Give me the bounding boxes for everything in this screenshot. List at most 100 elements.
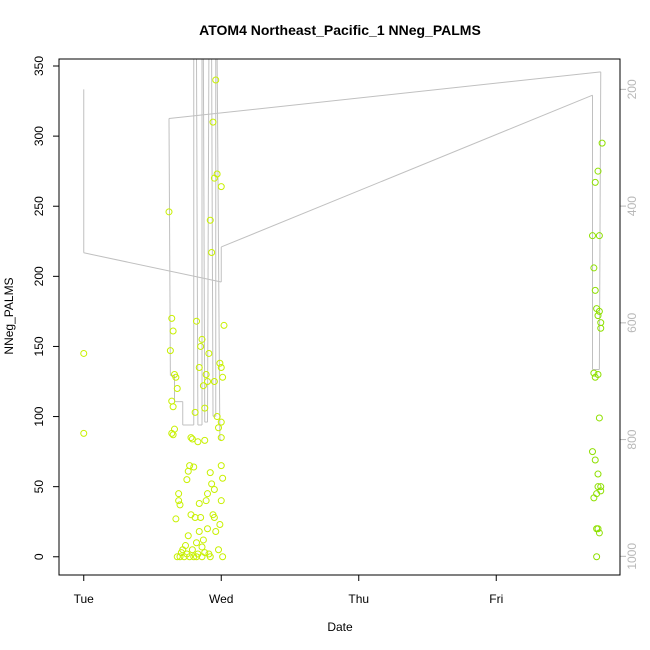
x-axis-label: Date (327, 620, 353, 634)
data-point (175, 497, 183, 505)
data-point (219, 474, 227, 482)
data-point (208, 249, 216, 256)
data-point (208, 480, 216, 488)
depth-segment (202, 58, 206, 423)
data-point (195, 363, 203, 371)
data-point (201, 436, 209, 444)
data-point (209, 118, 217, 126)
data-point (593, 525, 601, 533)
right-tick-label: 400 (625, 196, 639, 216)
depth-segment (207, 58, 210, 423)
data-point (220, 321, 228, 329)
data-point (204, 525, 211, 533)
x-tick-label: Tue (74, 592, 95, 606)
data-point (173, 553, 181, 561)
data-point (202, 370, 210, 378)
y-axis-label: NNeg_PALMS (2, 277, 16, 354)
y-tick-label: 50 (32, 480, 46, 494)
data-point (206, 469, 214, 477)
y-tick-label: 200 (32, 266, 46, 286)
data-point (595, 414, 603, 422)
data-point (217, 497, 225, 505)
data-point (595, 232, 603, 240)
data-point (195, 499, 203, 507)
data-point (591, 286, 599, 294)
data-point (589, 448, 596, 456)
right-tick-label: 600 (625, 313, 639, 333)
data-point (173, 385, 181, 393)
data-point (213, 413, 221, 421)
data-point (168, 314, 176, 322)
data-point (594, 470, 602, 478)
data-point (591, 178, 599, 186)
data-point (217, 363, 225, 371)
data-point (175, 490, 183, 498)
plot-frame (58, 58, 621, 576)
data-point (219, 553, 227, 561)
data-point (219, 373, 227, 381)
data-point (217, 434, 225, 442)
depth-segment (83, 252, 222, 283)
data-point (182, 542, 189, 550)
data-point (197, 342, 205, 350)
right-tick-label: 1000 (625, 543, 639, 570)
data-point (184, 467, 192, 475)
data-point (187, 434, 195, 442)
data-point (597, 319, 605, 327)
depth-trace (83, 58, 602, 441)
data-point (193, 539, 200, 547)
depth-segment (221, 94, 593, 248)
data-point (594, 167, 602, 175)
data-point (186, 462, 194, 470)
data-point (199, 536, 207, 544)
chart-title: ATOM4 Northeast_Pacific_1 NNeg_PALMS (199, 22, 481, 38)
x-tick-label: Fri (489, 592, 503, 606)
x-tick-label: Wed (209, 592, 233, 606)
axes: 0 50 100 150 200 250 300 350 Tue Wed Thu Fri 200 400 6… (32, 56, 639, 606)
data-point (597, 487, 605, 495)
data-point (193, 317, 200, 325)
right-tick-label: 200 (625, 79, 639, 99)
data-point (210, 378, 218, 385)
data-point (202, 497, 210, 505)
data-point (216, 359, 224, 367)
data-point (80, 349, 88, 357)
data-point (169, 431, 177, 439)
data-point (206, 553, 214, 561)
data-point (215, 424, 222, 432)
data-point (198, 335, 206, 343)
data-point (217, 418, 225, 426)
data-point (590, 264, 598, 272)
data-point (216, 521, 224, 529)
data-point (169, 327, 177, 335)
data-point (212, 528, 220, 536)
data-point (590, 369, 598, 377)
data-point (172, 373, 180, 381)
y-tick-label: 150 (32, 336, 46, 356)
data-point (593, 553, 601, 561)
data-point (597, 483, 605, 491)
data-point (595, 307, 603, 315)
data-point (197, 514, 205, 522)
data-point (171, 425, 178, 433)
data-point (194, 438, 202, 446)
depth-segment (211, 58, 214, 417)
data-point (168, 397, 176, 405)
y-tick-label: 0 (32, 553, 46, 560)
data-point (195, 528, 203, 536)
data-point (188, 435, 196, 443)
y-tick-label: 300 (32, 126, 46, 146)
data-point (590, 494, 598, 502)
data-point (193, 553, 200, 561)
data-point (186, 553, 194, 561)
y-tick-label: 250 (32, 196, 46, 216)
data-point (191, 408, 199, 416)
data-point (176, 553, 184, 561)
data-point (190, 463, 198, 471)
data-point (597, 324, 605, 332)
data-point (188, 546, 196, 554)
data-point (204, 378, 211, 385)
data-point (201, 404, 209, 412)
data-point (594, 312, 602, 320)
